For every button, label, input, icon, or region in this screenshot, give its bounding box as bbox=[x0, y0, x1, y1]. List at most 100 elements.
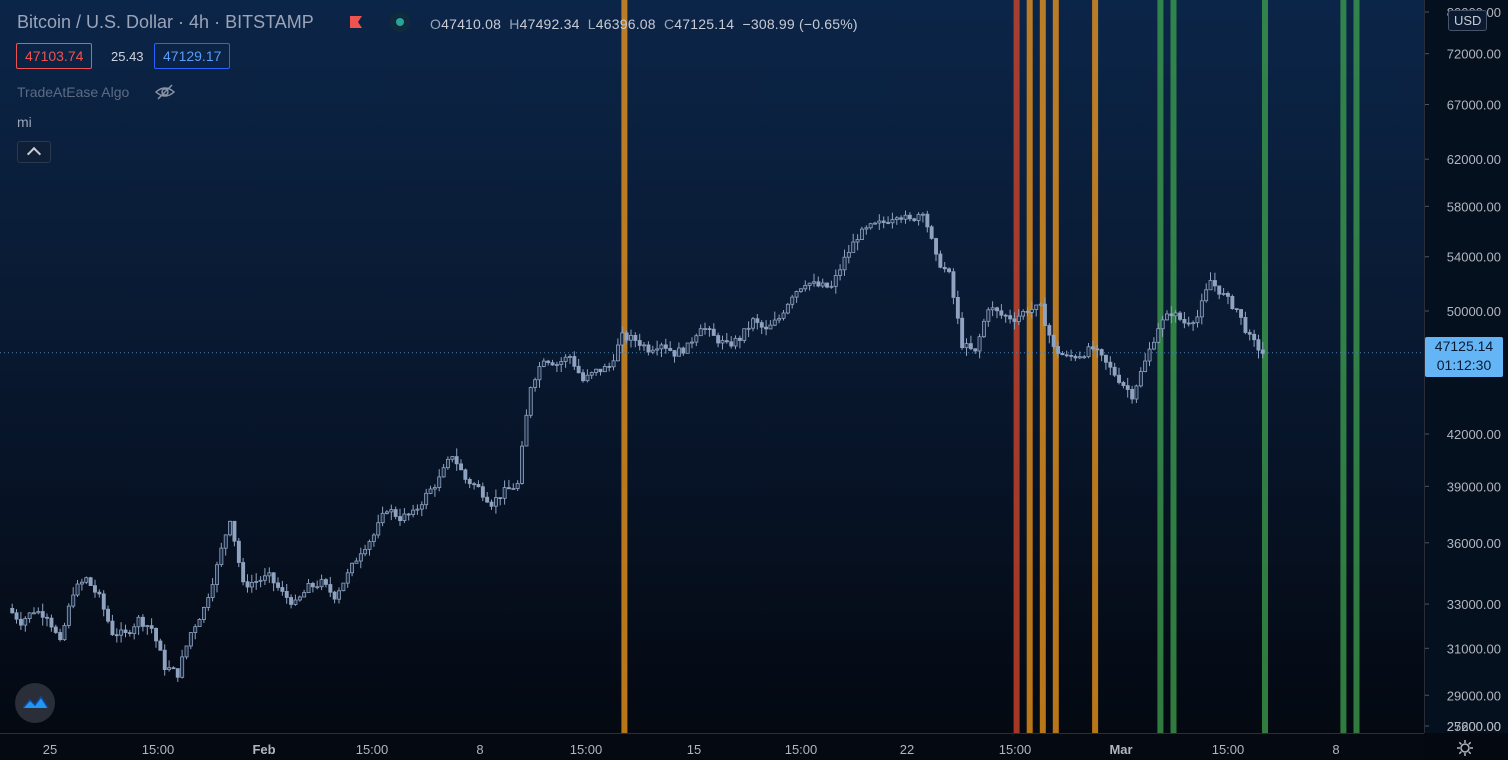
candle-body bbox=[1247, 332, 1252, 335]
candle-body bbox=[864, 227, 869, 230]
candle-body bbox=[515, 482, 520, 489]
candle-body bbox=[310, 583, 315, 588]
candle-body bbox=[598, 368, 603, 373]
candle-body bbox=[563, 356, 568, 362]
logo-icon bbox=[22, 695, 49, 709]
candle-body bbox=[162, 649, 167, 671]
candle-body bbox=[84, 577, 89, 583]
candle-body bbox=[1056, 346, 1060, 354]
market-status-icon[interactable] bbox=[390, 12, 410, 32]
candle-body bbox=[345, 572, 350, 584]
candle-body bbox=[454, 456, 459, 465]
candle-body bbox=[1217, 285, 1222, 295]
candle-body bbox=[1173, 312, 1178, 317]
candle-body bbox=[1095, 348, 1100, 351]
candle-body bbox=[607, 365, 612, 368]
candle-body bbox=[1169, 313, 1174, 317]
candle-body bbox=[1260, 349, 1265, 354]
candle-body bbox=[520, 445, 524, 484]
spread-value: 25.43 bbox=[111, 49, 144, 64]
candle-body bbox=[149, 625, 154, 629]
candle-body bbox=[350, 562, 354, 574]
candle-body bbox=[637, 340, 642, 346]
bid-price-button[interactable]: 47103.74 bbox=[16, 43, 93, 69]
candle-body bbox=[568, 356, 572, 358]
candle-body bbox=[903, 214, 908, 220]
price-chart-pane[interactable] bbox=[0, 0, 1424, 733]
candle-body bbox=[280, 587, 285, 592]
candle-body bbox=[1138, 371, 1143, 387]
candle-body bbox=[894, 217, 899, 221]
indicator-label[interactable]: TradeAtEase Algo bbox=[17, 84, 130, 100]
candle-body bbox=[738, 337, 742, 341]
candle-body bbox=[184, 645, 189, 658]
currency-button[interactable]: USD bbox=[1448, 10, 1488, 31]
candle-body bbox=[1090, 346, 1095, 350]
symbol-title[interactable]: Bitcoin / U.S. Dollar · 4h · BITSTAMP bbox=[17, 12, 314, 32]
candle-body bbox=[1182, 318, 1187, 324]
signal-bar-red bbox=[1013, 0, 1020, 733]
open-value: 47410.08 bbox=[441, 16, 502, 32]
candle-body bbox=[376, 522, 381, 536]
collapse-legend-button[interactable] bbox=[17, 141, 51, 163]
candle-body bbox=[550, 362, 555, 366]
candle-body bbox=[581, 372, 585, 382]
candle-body bbox=[877, 220, 882, 224]
flag-icon[interactable] bbox=[349, 15, 363, 29]
candle-body bbox=[541, 360, 546, 367]
candle-body bbox=[467, 478, 472, 485]
candle-body bbox=[1186, 322, 1191, 325]
candle-body bbox=[27, 612, 32, 620]
candle-body bbox=[611, 360, 616, 368]
candle-body bbox=[389, 509, 394, 513]
settings-gear-icon[interactable] bbox=[1456, 739, 1474, 757]
price-tick-label: 67000.00 bbox=[1447, 98, 1501, 113]
candle-body bbox=[158, 640, 163, 651]
candle-body bbox=[528, 387, 533, 416]
time-tick-label: 15 bbox=[687, 742, 701, 757]
candle-body bbox=[646, 344, 651, 353]
candle-body bbox=[886, 222, 890, 224]
candle-body bbox=[249, 582, 254, 588]
indicator2-label[interactable]: mi bbox=[17, 114, 32, 130]
candle-body bbox=[428, 488, 433, 494]
candle-body bbox=[206, 597, 211, 608]
price-tick-label: 27200.00 bbox=[1447, 719, 1501, 733]
candle-body bbox=[1038, 303, 1043, 306]
candlestick-chart[interactable] bbox=[0, 0, 1424, 733]
candle-body bbox=[633, 334, 638, 341]
candle-body bbox=[746, 327, 751, 330]
candle-body bbox=[398, 516, 402, 521]
tradingview-logo[interactable] bbox=[15, 683, 55, 723]
candle-body bbox=[493, 497, 498, 507]
ask-price-button[interactable]: 47129.17 bbox=[154, 43, 231, 69]
candle-body bbox=[1003, 314, 1008, 317]
chevron-up-icon bbox=[26, 146, 42, 162]
time-axis[interactable]: 25 15:00 Feb 15:00 8 15:00 15 15:00 22 15:00 Mar 15… bbox=[0, 733, 1424, 760]
candle-body bbox=[1165, 313, 1169, 321]
signal-bar-green bbox=[1157, 0, 1164, 733]
signal-bar-green bbox=[1340, 0, 1347, 733]
candle-body bbox=[703, 328, 707, 331]
candle-body bbox=[921, 213, 925, 216]
candle-body bbox=[1252, 333, 1257, 341]
candle-body bbox=[685, 342, 690, 354]
candle-body bbox=[860, 228, 864, 241]
candle-body bbox=[140, 616, 145, 627]
candle-body bbox=[803, 284, 808, 290]
candle-body bbox=[1060, 352, 1065, 356]
hidden-eye-icon[interactable] bbox=[155, 83, 175, 101]
candle-body bbox=[289, 597, 293, 605]
candle-body bbox=[833, 275, 838, 287]
candle-body bbox=[363, 549, 368, 555]
candle-body bbox=[337, 590, 341, 600]
candle-body bbox=[101, 593, 106, 610]
candle-body bbox=[1069, 354, 1074, 357]
candle-body bbox=[942, 266, 947, 270]
candle-body bbox=[585, 374, 590, 382]
candle-body bbox=[825, 282, 829, 288]
candle-body bbox=[302, 592, 307, 598]
signal-bar-green bbox=[1262, 0, 1268, 733]
candle-body bbox=[371, 534, 376, 542]
candle-body bbox=[1073, 355, 1078, 359]
